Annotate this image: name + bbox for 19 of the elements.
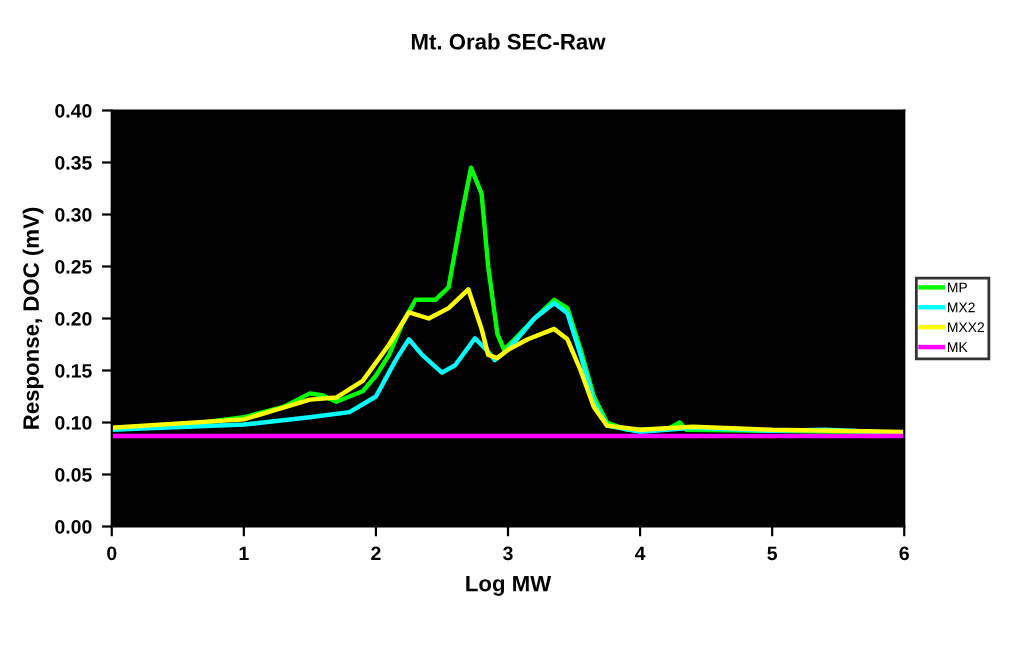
y-tick-label: 0.35 xyxy=(55,155,92,170)
x-tick-label: 3 xyxy=(503,546,513,561)
y-tick-label: 0.25 xyxy=(55,259,92,274)
x-tick-label: 6 xyxy=(899,546,909,561)
y-tick-label: 0.10 xyxy=(55,415,92,430)
y-tick-label: 0.40 xyxy=(55,103,92,118)
y-tick-label: 0.00 xyxy=(55,519,92,534)
x-tick-label: 0 xyxy=(107,546,117,561)
x-tick-label: 1 xyxy=(239,546,249,561)
y-tick-label: 0.30 xyxy=(55,207,92,222)
y-tick-label: 0.15 xyxy=(55,363,92,378)
y-tick-label: 0.20 xyxy=(55,311,92,326)
x-tick-label: 4 xyxy=(634,546,646,561)
chart-title: Mt. Orab SEC-Raw xyxy=(411,33,606,50)
x-tick-label: 5 xyxy=(767,546,778,561)
x-axis-title: Log MW xyxy=(466,575,552,596)
y-tick-label: 0.05 xyxy=(55,467,92,482)
y-axis-title: Response, DOC (mV) xyxy=(22,207,44,429)
x-tick-label: 2 xyxy=(371,546,381,561)
